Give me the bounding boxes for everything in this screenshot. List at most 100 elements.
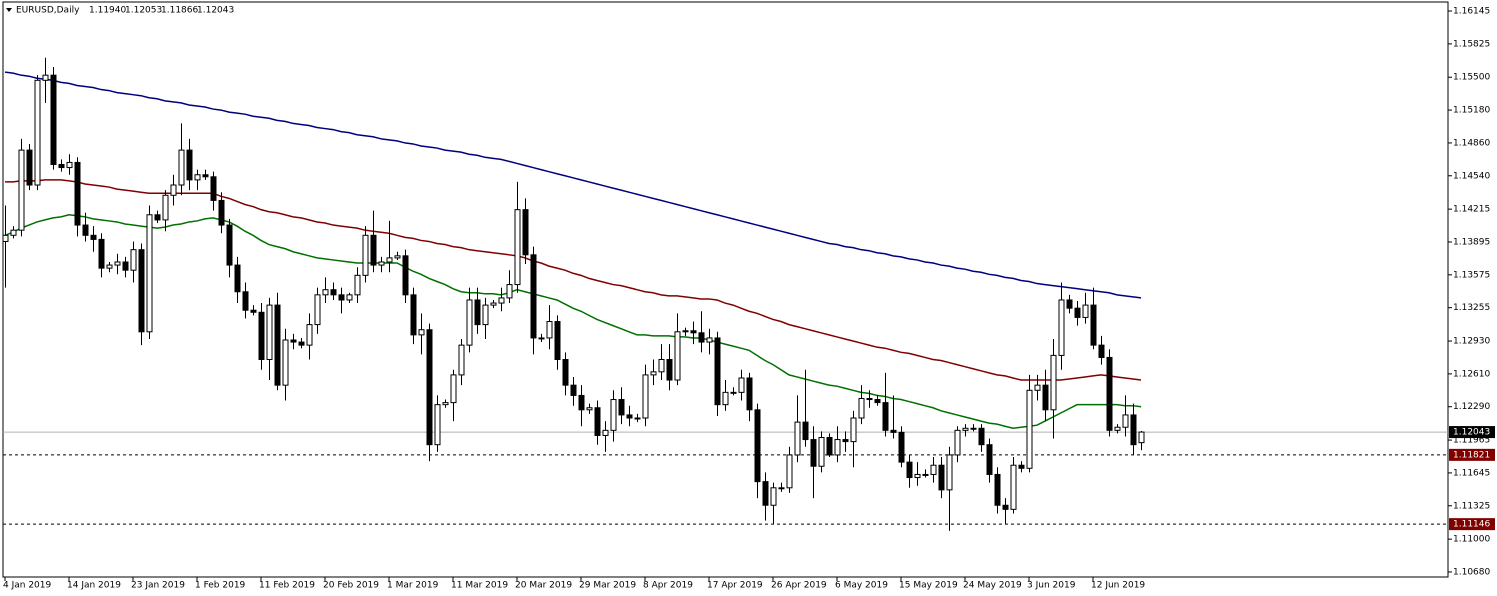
candle-body: [546, 321, 553, 339]
candle-body: [266, 304, 273, 361]
candle-body: [506, 284, 513, 299]
candle-body: [562, 359, 569, 386]
y-tick-label: 1.14215: [1453, 205, 1490, 215]
candle-body: [274, 304, 281, 386]
candle-body: [434, 404, 441, 446]
candle-body: [906, 461, 913, 479]
y-tick-label: 1.15500: [1453, 73, 1490, 83]
level-label-box: [1449, 448, 1495, 461]
candle-body: [698, 332, 705, 343]
candle-body: [730, 391, 737, 394]
candle-body: [850, 417, 857, 443]
candle-body: [42, 74, 49, 81]
candle-body: [394, 255, 401, 259]
candle-body: [202, 174, 209, 178]
candle-body: [122, 261, 129, 271]
candle-body: [450, 374, 457, 404]
candle-body: [706, 337, 713, 343]
candle-body: [1098, 344, 1105, 358]
x-tick-label: 23 Jan 2019: [131, 581, 185, 591]
candle-body: [466, 299, 473, 346]
candle-body: [738, 377, 745, 393]
x-tick-label: 29 Mar 2019: [579, 581, 636, 591]
candle-body: [602, 429, 609, 436]
candle-body: [226, 224, 233, 266]
candle-body: [842, 439, 849, 443]
candle-body: [138, 249, 145, 333]
candle-body: [1026, 389, 1033, 469]
moving-average: [4, 71, 1142, 299]
candle-body: [818, 437, 825, 467]
candle-body: [914, 473, 921, 479]
candle-body: [834, 439, 841, 456]
header-low: 1.11866: [161, 6, 198, 16]
candle-body: [482, 304, 489, 326]
candle-body: [650, 371, 657, 376]
candle-body: [314, 294, 321, 326]
candle-body: [338, 294, 345, 301]
x-tick-label: 11 Feb 2019: [259, 581, 315, 591]
candle-body: [426, 329, 433, 446]
x-tick-label: 17 Apr 2019: [707, 581, 763, 591]
candle-body: [682, 330, 689, 333]
x-tick-label: 24 May 2019: [963, 581, 1022, 591]
y-tick-label: 1.14860: [1453, 138, 1490, 148]
candle-body: [258, 311, 265, 361]
header-high: 1.12053: [125, 6, 162, 16]
candle-body: [26, 149, 33, 186]
candle-body: [1130, 414, 1137, 446]
candle-body: [1018, 464, 1025, 469]
candle-body: [690, 330, 697, 334]
candle-body: [1042, 384, 1049, 411]
candle-body: [1074, 307, 1081, 318]
candle-body: [994, 473, 1001, 506]
candle-body: [114, 261, 121, 266]
candle-body: [762, 481, 769, 506]
x-tick-label: 20 Feb 2019: [323, 581, 379, 591]
y-tick-label: 1.16145: [1453, 7, 1490, 17]
y-tick-label: 1.11325: [1453, 501, 1490, 511]
candle-body: [978, 427, 985, 446]
candle-body: [714, 337, 721, 406]
candle-body: [922, 473, 929, 476]
candle-body: [146, 214, 153, 333]
candle-body: [282, 339, 289, 386]
candle-body: [1114, 426, 1121, 431]
candle-body: [10, 229, 17, 236]
y-tick-label: 1.15180: [1453, 106, 1490, 116]
candle-body: [1090, 304, 1097, 346]
x-tick-label: 3 Jun 2019: [1027, 581, 1076, 591]
symbol: EURUSD,Daily: [16, 6, 80, 16]
candle-body: [794, 421, 801, 456]
candle-body: [306, 324, 313, 346]
candle-body: [194, 174, 201, 181]
candle-body: [402, 255, 409, 296]
y-tick-label: 1.13255: [1453, 303, 1490, 313]
candle-body: [754, 409, 761, 483]
candle-body: [674, 331, 681, 381]
x-tick-label: 11 Mar 2019: [451, 581, 508, 591]
x-tick-label: 26 Apr 2019: [771, 581, 827, 591]
y-tick-label: 1.12610: [1453, 369, 1490, 379]
candle-body: [1010, 464, 1017, 510]
y-tick-label: 1.13895: [1453, 237, 1490, 247]
candle-body: [162, 194, 169, 221]
candle-body: [778, 487, 785, 490]
candle-body: [362, 234, 369, 276]
candle-body: [946, 454, 953, 491]
candle-body: [930, 464, 937, 475]
candle-body: [826, 437, 833, 456]
candle-body: [66, 161, 73, 169]
x-tick-label: 1 Mar 2019: [387, 581, 439, 591]
candle-body: [610, 399, 617, 431]
candle-body: [954, 429, 961, 456]
candle-body: [90, 234, 97, 240]
x-tick-label: 6 May 2019: [835, 581, 888, 591]
x-tick-label: 12 Jun 2019: [1091, 581, 1145, 591]
menu-triangle: [6, 8, 12, 12]
current-price-box: [1449, 426, 1495, 439]
candle-body: [386, 257, 393, 263]
candle-body: [442, 402, 449, 406]
candle-body: [1050, 354, 1057, 411]
